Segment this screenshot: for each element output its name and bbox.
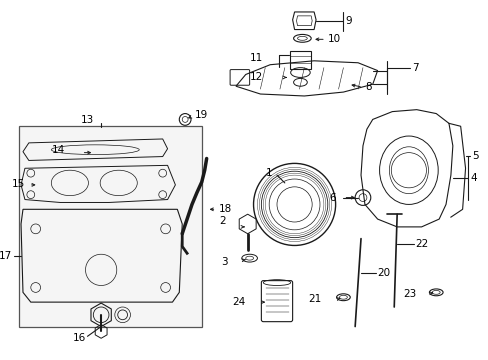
Text: 8: 8: [364, 82, 371, 92]
Text: 21: 21: [308, 294, 321, 304]
Text: 3: 3: [221, 257, 228, 267]
Text: 24: 24: [232, 297, 245, 307]
Text: 19: 19: [195, 109, 208, 120]
Text: 5: 5: [471, 150, 478, 161]
Text: 4: 4: [469, 173, 476, 183]
Text: 12: 12: [249, 72, 263, 82]
Text: 14: 14: [52, 145, 65, 155]
Bar: [19, 126, 202, 327]
Text: 9: 9: [345, 16, 351, 26]
Text: 17: 17: [0, 251, 12, 261]
Text: 7: 7: [411, 63, 418, 73]
Bar: [289, 51, 310, 69]
Text: 18: 18: [218, 204, 231, 214]
Text: 1: 1: [265, 168, 272, 178]
Text: 23: 23: [403, 289, 416, 299]
Text: 15: 15: [12, 179, 25, 189]
Text: 11: 11: [249, 53, 263, 63]
Text: 16: 16: [73, 333, 86, 343]
Text: 13: 13: [81, 116, 94, 125]
Text: 10: 10: [327, 34, 340, 44]
Text: 20: 20: [377, 268, 390, 278]
Text: 6: 6: [328, 193, 335, 203]
Text: 22: 22: [415, 239, 428, 248]
Text: 2: 2: [219, 216, 226, 226]
